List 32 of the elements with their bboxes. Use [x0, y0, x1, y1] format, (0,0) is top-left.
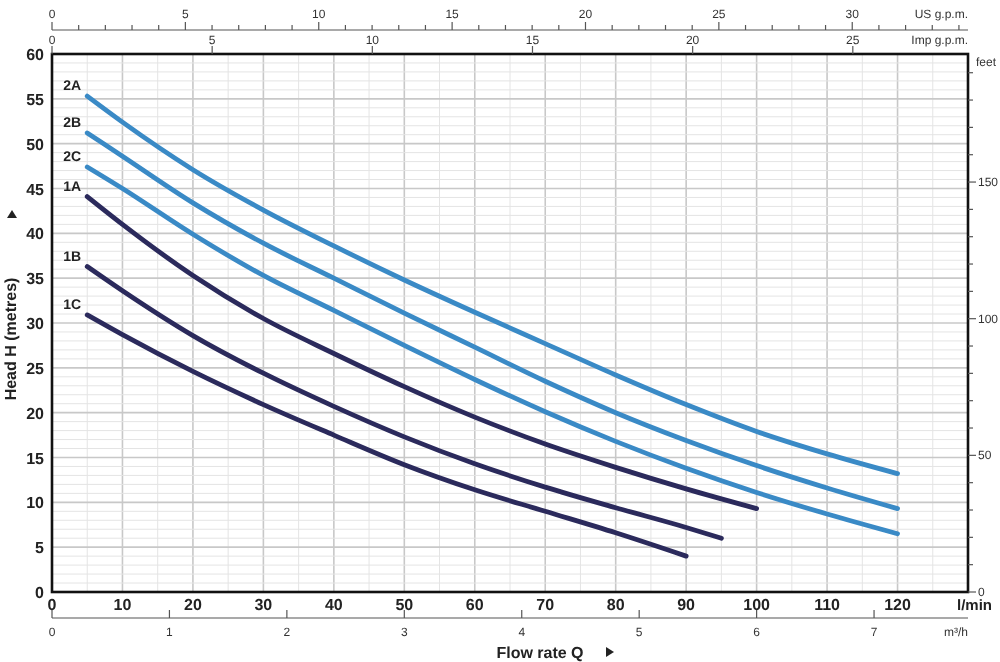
y-tick-label: 20	[26, 404, 46, 423]
x-tick-label: 110	[814, 596, 842, 614]
y-axis-title: Head H (metres)	[2, 276, 20, 401]
y-tick-label: 35	[26, 270, 46, 289]
line-series	[84, 93, 900, 477]
y-tick-label: 10	[26, 494, 46, 513]
y-tick-label: 30	[26, 315, 46, 333]
y-tick-label: 15	[26, 449, 46, 468]
x-tick-label: 90	[677, 596, 697, 614]
line-series	[84, 194, 760, 512]
x-axis-title: Flow rate Q	[496, 644, 584, 662]
y-tick-label: 40	[26, 225, 46, 244]
x-tick-label: 60	[465, 596, 485, 614]
y-tick-label: 60	[26, 46, 46, 64]
line-series	[84, 264, 724, 541]
y-tick-label: 5	[35, 539, 46, 558]
y-tick-label: 45	[26, 180, 46, 199]
x-tick-label: 30	[254, 596, 274, 614]
y-tick-label: 25	[26, 359, 46, 378]
y-tick-label: 55	[26, 90, 46, 109]
y-tick-label: 50	[26, 135, 46, 154]
x-tick-label: 100	[743, 596, 772, 614]
x-tick-label: 80	[606, 596, 626, 614]
x-tick-label: 120	[884, 596, 912, 614]
x-tick-label: 50	[395, 596, 415, 614]
line-series	[84, 312, 689, 559]
x-tick-label: 20	[184, 596, 203, 614]
x-tick-label: 0	[47, 596, 58, 614]
y-tick-label: 0	[35, 584, 46, 602]
x-tick-label: 10	[113, 596, 133, 614]
x-tick-label: 40	[324, 596, 344, 614]
x-tick-label: 70	[536, 596, 556, 614]
